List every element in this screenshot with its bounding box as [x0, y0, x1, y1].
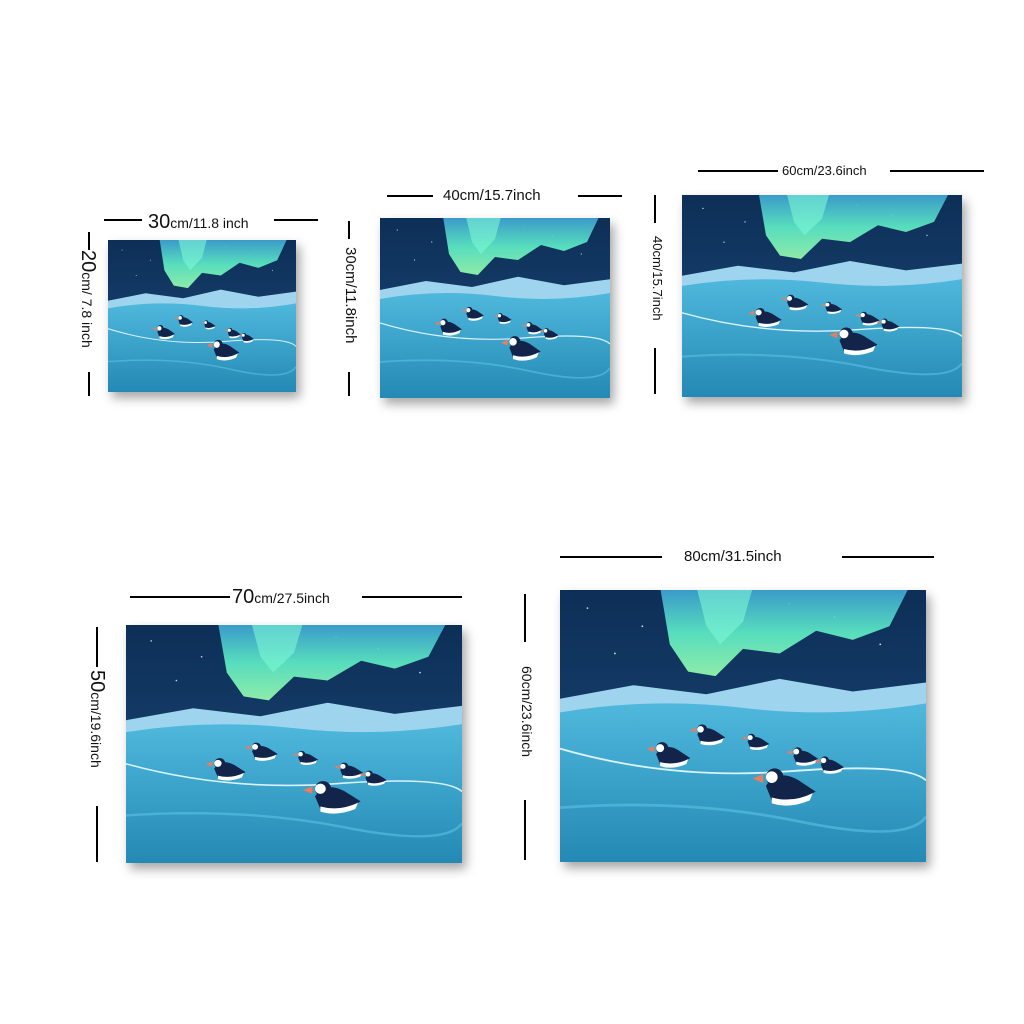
- height-dimension-line: [524, 800, 526, 860]
- height-dimension-line: [348, 372, 350, 396]
- height-dimension-line: [524, 594, 526, 642]
- width-dimension-line: [890, 170, 984, 172]
- width-label: 30cm/11.8 inch: [148, 212, 249, 232]
- artwork-image: [380, 218, 610, 398]
- width-dimension-line: [387, 195, 433, 197]
- height-value: 50: [86, 670, 108, 693]
- artwork-image: [560, 590, 926, 862]
- height-dimension-line: [88, 232, 90, 250]
- height-unit: cm/ 7.8 inch: [79, 272, 95, 348]
- width-dimension-line: [698, 170, 778, 172]
- width-value: 30: [148, 211, 171, 233]
- width-dimension-line: [842, 556, 934, 558]
- canvas-preview-40x30: [380, 218, 610, 398]
- height-label: 50cm/19.6inch: [86, 670, 108, 768]
- height-unit: cm/19.6inch: [88, 692, 104, 768]
- height-label: 30cm/11.8inch: [342, 247, 359, 344]
- width-dimension-line: [274, 219, 318, 221]
- canvas-preview-80x60: [560, 590, 926, 862]
- canvas-preview-60x40: [682, 195, 962, 397]
- height-label: 40cm/15.7inch: [650, 236, 665, 321]
- height-dimension-line: [348, 221, 350, 239]
- artwork-image: [108, 240, 296, 392]
- canvas-preview-30x20: [108, 240, 296, 392]
- height-dimension-line: [654, 195, 656, 223]
- height-label: 20cm/ 7.8 inch: [77, 250, 99, 348]
- width-dimension-line: [578, 195, 622, 197]
- width-dimension-line: [362, 596, 462, 598]
- width-unit: cm/11.8 inch: [170, 215, 249, 231]
- width-dimension-line: [104, 219, 142, 221]
- width-value: 70: [232, 586, 255, 608]
- height-dimension-line: [654, 348, 656, 394]
- height-dimension-line: [96, 627, 98, 667]
- width-label: 80cm/31.5inch: [684, 548, 782, 565]
- width-label: 60cm/23.6inch: [782, 163, 867, 178]
- artwork-image: [682, 195, 962, 397]
- artwork-image: [126, 625, 462, 863]
- width-label: 40cm/15.7inch: [443, 187, 541, 204]
- canvas-preview-70x50: [126, 625, 462, 863]
- height-dimension-line: [88, 372, 90, 396]
- width-dimension-line: [560, 556, 662, 558]
- width-unit: cm/27.5inch: [254, 590, 330, 606]
- width-dimension-line: [130, 596, 230, 598]
- height-dimension-line: [96, 806, 98, 862]
- height-value: 20: [77, 250, 99, 273]
- width-label: 70cm/27.5inch: [232, 587, 330, 607]
- height-label: 60cm/23.6inch: [519, 666, 535, 758]
